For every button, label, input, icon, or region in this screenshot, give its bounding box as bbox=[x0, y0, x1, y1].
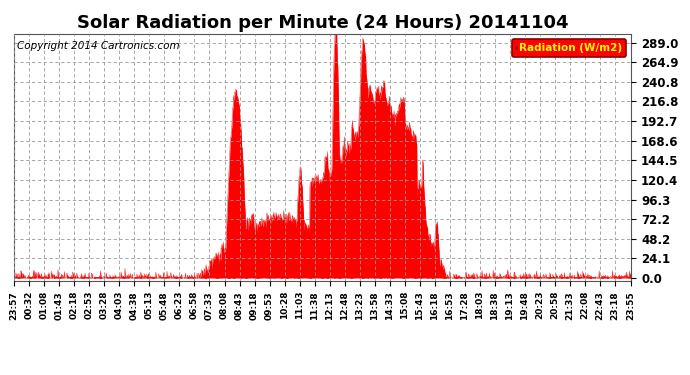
Text: Copyright 2014 Cartronics.com: Copyright 2014 Cartronics.com bbox=[17, 41, 179, 51]
Legend: Radiation (W/m2): Radiation (W/m2) bbox=[511, 39, 626, 57]
Title: Solar Radiation per Minute (24 Hours) 20141104: Solar Radiation per Minute (24 Hours) 20… bbox=[77, 14, 569, 32]
